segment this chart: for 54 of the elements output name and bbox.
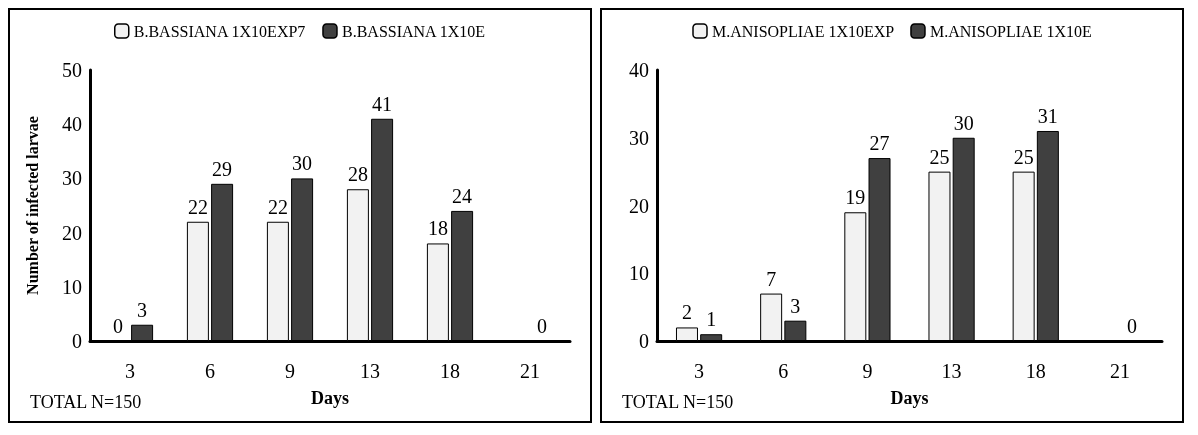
data-label: 27	[869, 132, 890, 155]
data-label: 28	[347, 163, 368, 186]
x-tick-label: 9	[285, 360, 295, 382]
x-tick-label: 6	[778, 360, 789, 382]
legend-label: M.ANISOPLIAE 1X10E	[929, 22, 1092, 40]
data-label: 7	[766, 267, 777, 290]
y-tick-label: 20	[629, 194, 649, 217]
x-tick-label: 21	[520, 360, 540, 382]
data-label: 2	[681, 301, 692, 324]
data-label: 0	[1127, 315, 1138, 337]
y-tick-label: 40	[629, 59, 649, 81]
legend-label: M.ANISOPLIAE 1X10EXP	[712, 22, 895, 40]
y-tick-label: 10	[62, 275, 82, 298]
legend-label: B.BASSIANA 1X10EXP7	[133, 22, 306, 40]
y-tick-label: 30	[62, 167, 82, 190]
x-tick-label: 3	[125, 360, 135, 382]
data-label: 30	[953, 111, 974, 134]
x-tick-label: 13	[360, 360, 380, 382]
y-tick-label: 0	[639, 330, 649, 352]
data-label: 19	[845, 186, 866, 209]
data-label: 22	[267, 195, 288, 218]
y-tick-label: 20	[62, 221, 82, 244]
x-tick-label: 13	[941, 360, 962, 382]
data-label: 29	[212, 157, 233, 180]
data-label: 31	[1037, 104, 1058, 127]
legend-label: B.BASSIANA 1X10E	[341, 22, 486, 40]
data-label: 0	[112, 315, 123, 337]
data-label: 0	[537, 315, 548, 337]
data-label: 24	[452, 184, 473, 207]
x-axis-title: Days	[310, 388, 350, 408]
x-tick-label: 3	[694, 360, 705, 382]
y-tick-label: 0	[72, 330, 82, 352]
data-label: 1	[706, 308, 717, 331]
y-tick-label: 30	[629, 126, 649, 149]
x-tick-label: 18	[1025, 360, 1046, 382]
y-axis-title: Number of infected larvae	[23, 116, 41, 295]
x-tick-label: 6	[205, 360, 215, 382]
data-label: 30	[292, 152, 313, 175]
x-axis-title: Days	[890, 388, 929, 408]
data-label: 41	[372, 92, 393, 115]
x-tick-label: 9	[862, 360, 873, 382]
text: TOTAL N=150	[622, 392, 734, 412]
x-tick-label: 18	[440, 360, 460, 382]
y-tick-label: 50	[62, 59, 82, 81]
data-label: 22	[187, 195, 208, 218]
data-label: 25	[1013, 145, 1034, 168]
data-label: 3	[137, 298, 148, 321]
y-tick-label: 10	[629, 262, 649, 285]
text: TOTAL N=150	[30, 392, 142, 412]
y-tick-label: 40	[62, 113, 82, 136]
data-label: 3	[790, 294, 801, 317]
data-label: 25	[929, 145, 950, 168]
data-label: 18	[427, 217, 448, 240]
x-tick-label: 21	[1109, 360, 1130, 382]
